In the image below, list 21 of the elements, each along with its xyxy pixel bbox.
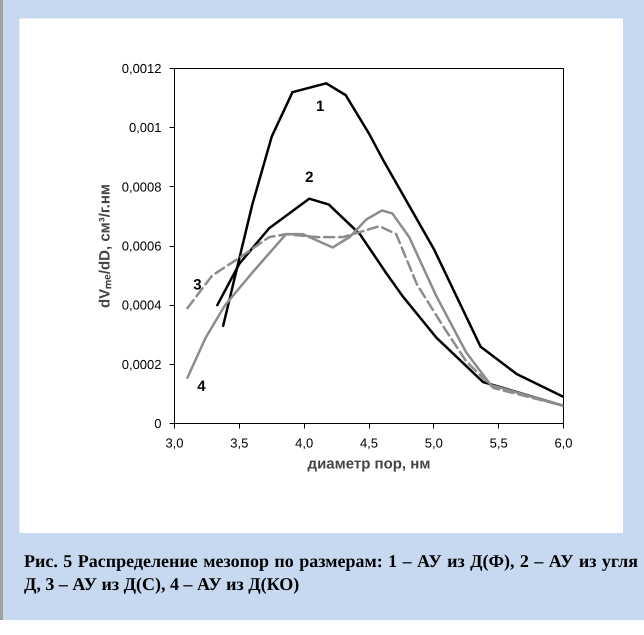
series-label: 1: [316, 98, 324, 115]
y-tick-label: 0,0008: [122, 179, 162, 194]
y-tick-label: 0,0004: [122, 298, 162, 313]
x-tick-label: 5,0: [424, 436, 443, 450]
series-label: 3: [193, 276, 202, 294]
x-tick-label: 3,5: [230, 436, 248, 450]
series-label: 4: [197, 378, 206, 396]
y-tick-label: 0,001: [128, 120, 162, 136]
x-tick-label: 3,0: [165, 436, 184, 450]
text: Рис. 5 Распределение мезопор по размерам: 1 – АУ из Д(Ф), 2 – АУ из угля Д, 3 – АУ из Д(С), 4 – АУ из Д(КО): [24, 550, 638, 595]
x-axis-title: диаметр пор, нм: [308, 456, 430, 472]
y-tick-label: 0,0002: [122, 356, 162, 372]
y-tick-label: 0,0012: [122, 61, 162, 76]
y-tick-label: 0: [154, 416, 162, 431]
x-tick-label: 6,0: [554, 436, 573, 450]
x-tick-label: 4,0: [295, 436, 314, 450]
y-axis-title: dVₘₑ/dD, см³/г.нм: [96, 184, 114, 308]
x-tick-label: 5,5: [490, 436, 508, 450]
x-tick-label: 4,5: [360, 436, 378, 450]
series-label: 2: [305, 169, 314, 186]
y-tick-label: 0,0006: [122, 238, 162, 254]
